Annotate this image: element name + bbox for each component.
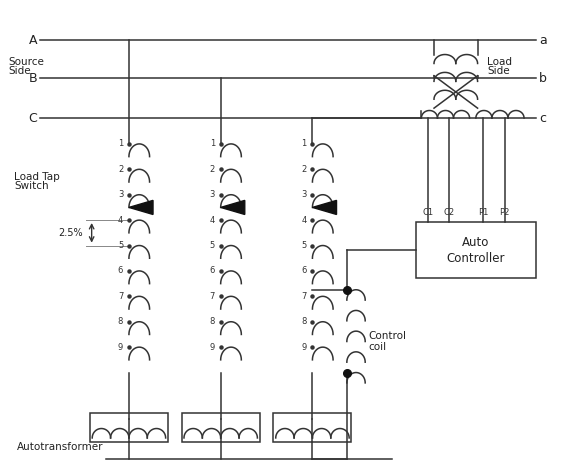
Text: 5: 5 xyxy=(302,241,307,250)
Text: Auto: Auto xyxy=(462,237,490,249)
Text: 5: 5 xyxy=(118,241,123,250)
Text: 3: 3 xyxy=(118,190,123,199)
Text: 5: 5 xyxy=(210,241,215,250)
Text: Switch: Switch xyxy=(14,181,49,191)
Text: C2: C2 xyxy=(444,208,455,217)
Text: 2: 2 xyxy=(302,165,307,174)
Text: 2: 2 xyxy=(210,165,215,174)
Text: 1: 1 xyxy=(118,139,123,149)
Text: Source: Source xyxy=(9,57,45,67)
Text: Controller: Controller xyxy=(446,252,505,265)
Text: 9: 9 xyxy=(118,343,123,352)
Text: 4: 4 xyxy=(210,216,215,225)
Polygon shape xyxy=(313,200,336,215)
Text: A: A xyxy=(29,34,37,47)
Text: b: b xyxy=(539,71,547,85)
Text: 8: 8 xyxy=(210,317,215,326)
Text: a: a xyxy=(539,34,547,47)
Text: Control
coil: Control coil xyxy=(368,331,406,352)
Text: c: c xyxy=(539,111,546,125)
Text: Load: Load xyxy=(488,57,512,67)
Text: Autotransformer: Autotransformer xyxy=(17,442,104,452)
Text: 6: 6 xyxy=(118,267,123,276)
Polygon shape xyxy=(129,200,153,215)
Text: 8: 8 xyxy=(118,317,123,326)
Text: 6: 6 xyxy=(210,267,215,276)
Text: 1: 1 xyxy=(302,139,307,149)
Text: 7: 7 xyxy=(118,292,123,301)
Text: 7: 7 xyxy=(210,292,215,301)
Text: 1: 1 xyxy=(210,139,215,149)
Text: C1: C1 xyxy=(423,208,434,217)
Text: 4: 4 xyxy=(302,216,307,225)
Text: P1: P1 xyxy=(478,208,489,217)
Bar xyxy=(416,221,536,278)
Bar xyxy=(273,414,351,442)
Text: 3: 3 xyxy=(301,190,307,199)
Text: 8: 8 xyxy=(301,317,307,326)
Text: B: B xyxy=(28,71,37,85)
Text: 9: 9 xyxy=(210,343,215,352)
Bar xyxy=(182,414,259,442)
Text: 2: 2 xyxy=(118,165,123,174)
Bar xyxy=(90,414,168,442)
Text: 9: 9 xyxy=(302,343,307,352)
Text: C: C xyxy=(28,111,37,125)
Text: Side: Side xyxy=(9,66,31,76)
Text: 2.5%: 2.5% xyxy=(58,228,83,238)
Text: P2: P2 xyxy=(499,208,510,217)
Text: 6: 6 xyxy=(301,267,307,276)
Text: 7: 7 xyxy=(301,292,307,301)
Polygon shape xyxy=(221,200,245,215)
Text: 4: 4 xyxy=(118,216,123,225)
Text: Side: Side xyxy=(488,66,510,76)
Text: 3: 3 xyxy=(210,190,215,199)
Text: Load Tap: Load Tap xyxy=(14,172,60,182)
